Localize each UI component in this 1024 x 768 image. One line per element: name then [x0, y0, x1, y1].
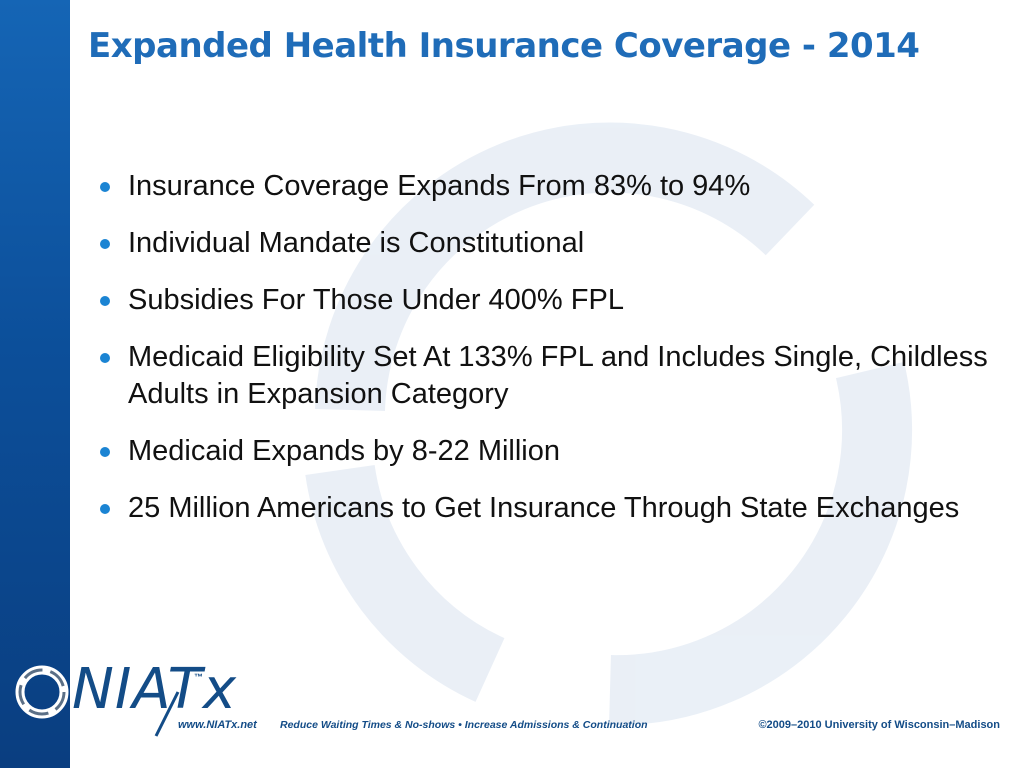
- footer-tagline: Reduce Waiting Times & No-shows • Increa…: [280, 719, 648, 731]
- bullet-item: Medicaid Expands by 8-22 Million: [100, 433, 1010, 470]
- bullet-dot-icon: [100, 504, 110, 514]
- bullet-text: 25 Million Americans to Get Insurance Th…: [128, 492, 960, 524]
- footer-url-link[interactable]: www.NIATx.net: [178, 719, 257, 731]
- bullet-dot-icon: [100, 182, 110, 192]
- bullet-item: Insurance Coverage Expands From 83% to 9…: [100, 168, 1010, 205]
- footer-bar: www.NIATx.net Reduce Waiting Times & No-…: [178, 716, 1008, 734]
- bullet-item: Medicaid Eligibility Set At 133% FPL and…: [100, 339, 1010, 413]
- bullet-dot-icon: [100, 447, 110, 457]
- footer-copyright: ©2009–2010 University of Wisconsin–Madis…: [758, 719, 1000, 731]
- brand-wordmark: NIATx: [72, 657, 237, 722]
- bullet-dot-icon: [100, 239, 110, 249]
- bullet-item: Subsidies For Those Under 400% FPL: [100, 282, 1010, 319]
- left-accent-bar: [0, 0, 70, 768]
- bullet-text: Insurance Coverage Expands From 83% to 9…: [128, 170, 751, 202]
- bullet-dot-icon: [100, 353, 110, 363]
- bullet-item: 25 Million Americans to Get Insurance Th…: [100, 490, 1010, 527]
- brand-slash-mark: [154, 691, 180, 737]
- bullet-text: Medicaid Eligibility Set At 133% FPL and…: [128, 341, 988, 410]
- bullet-list: Insurance Coverage Expands From 83% to 9…: [100, 168, 1010, 547]
- bullet-item: Individual Mandate is Constitutional: [100, 225, 1010, 262]
- bullet-text: Subsidies For Those Under 400% FPL: [128, 284, 624, 316]
- slide-title: Expanded Health Insurance Coverage - 201…: [88, 26, 920, 66]
- trademark-symbol: ™: [194, 672, 203, 682]
- bullet-dot-icon: [100, 296, 110, 306]
- niatx-ring-logo-icon: [15, 665, 69, 719]
- background-watermark: [305, 122, 912, 726]
- bullet-text: Individual Mandate is Constitutional: [128, 227, 585, 259]
- bullet-text: Medicaid Expands by 8-22 Million: [128, 435, 560, 467]
